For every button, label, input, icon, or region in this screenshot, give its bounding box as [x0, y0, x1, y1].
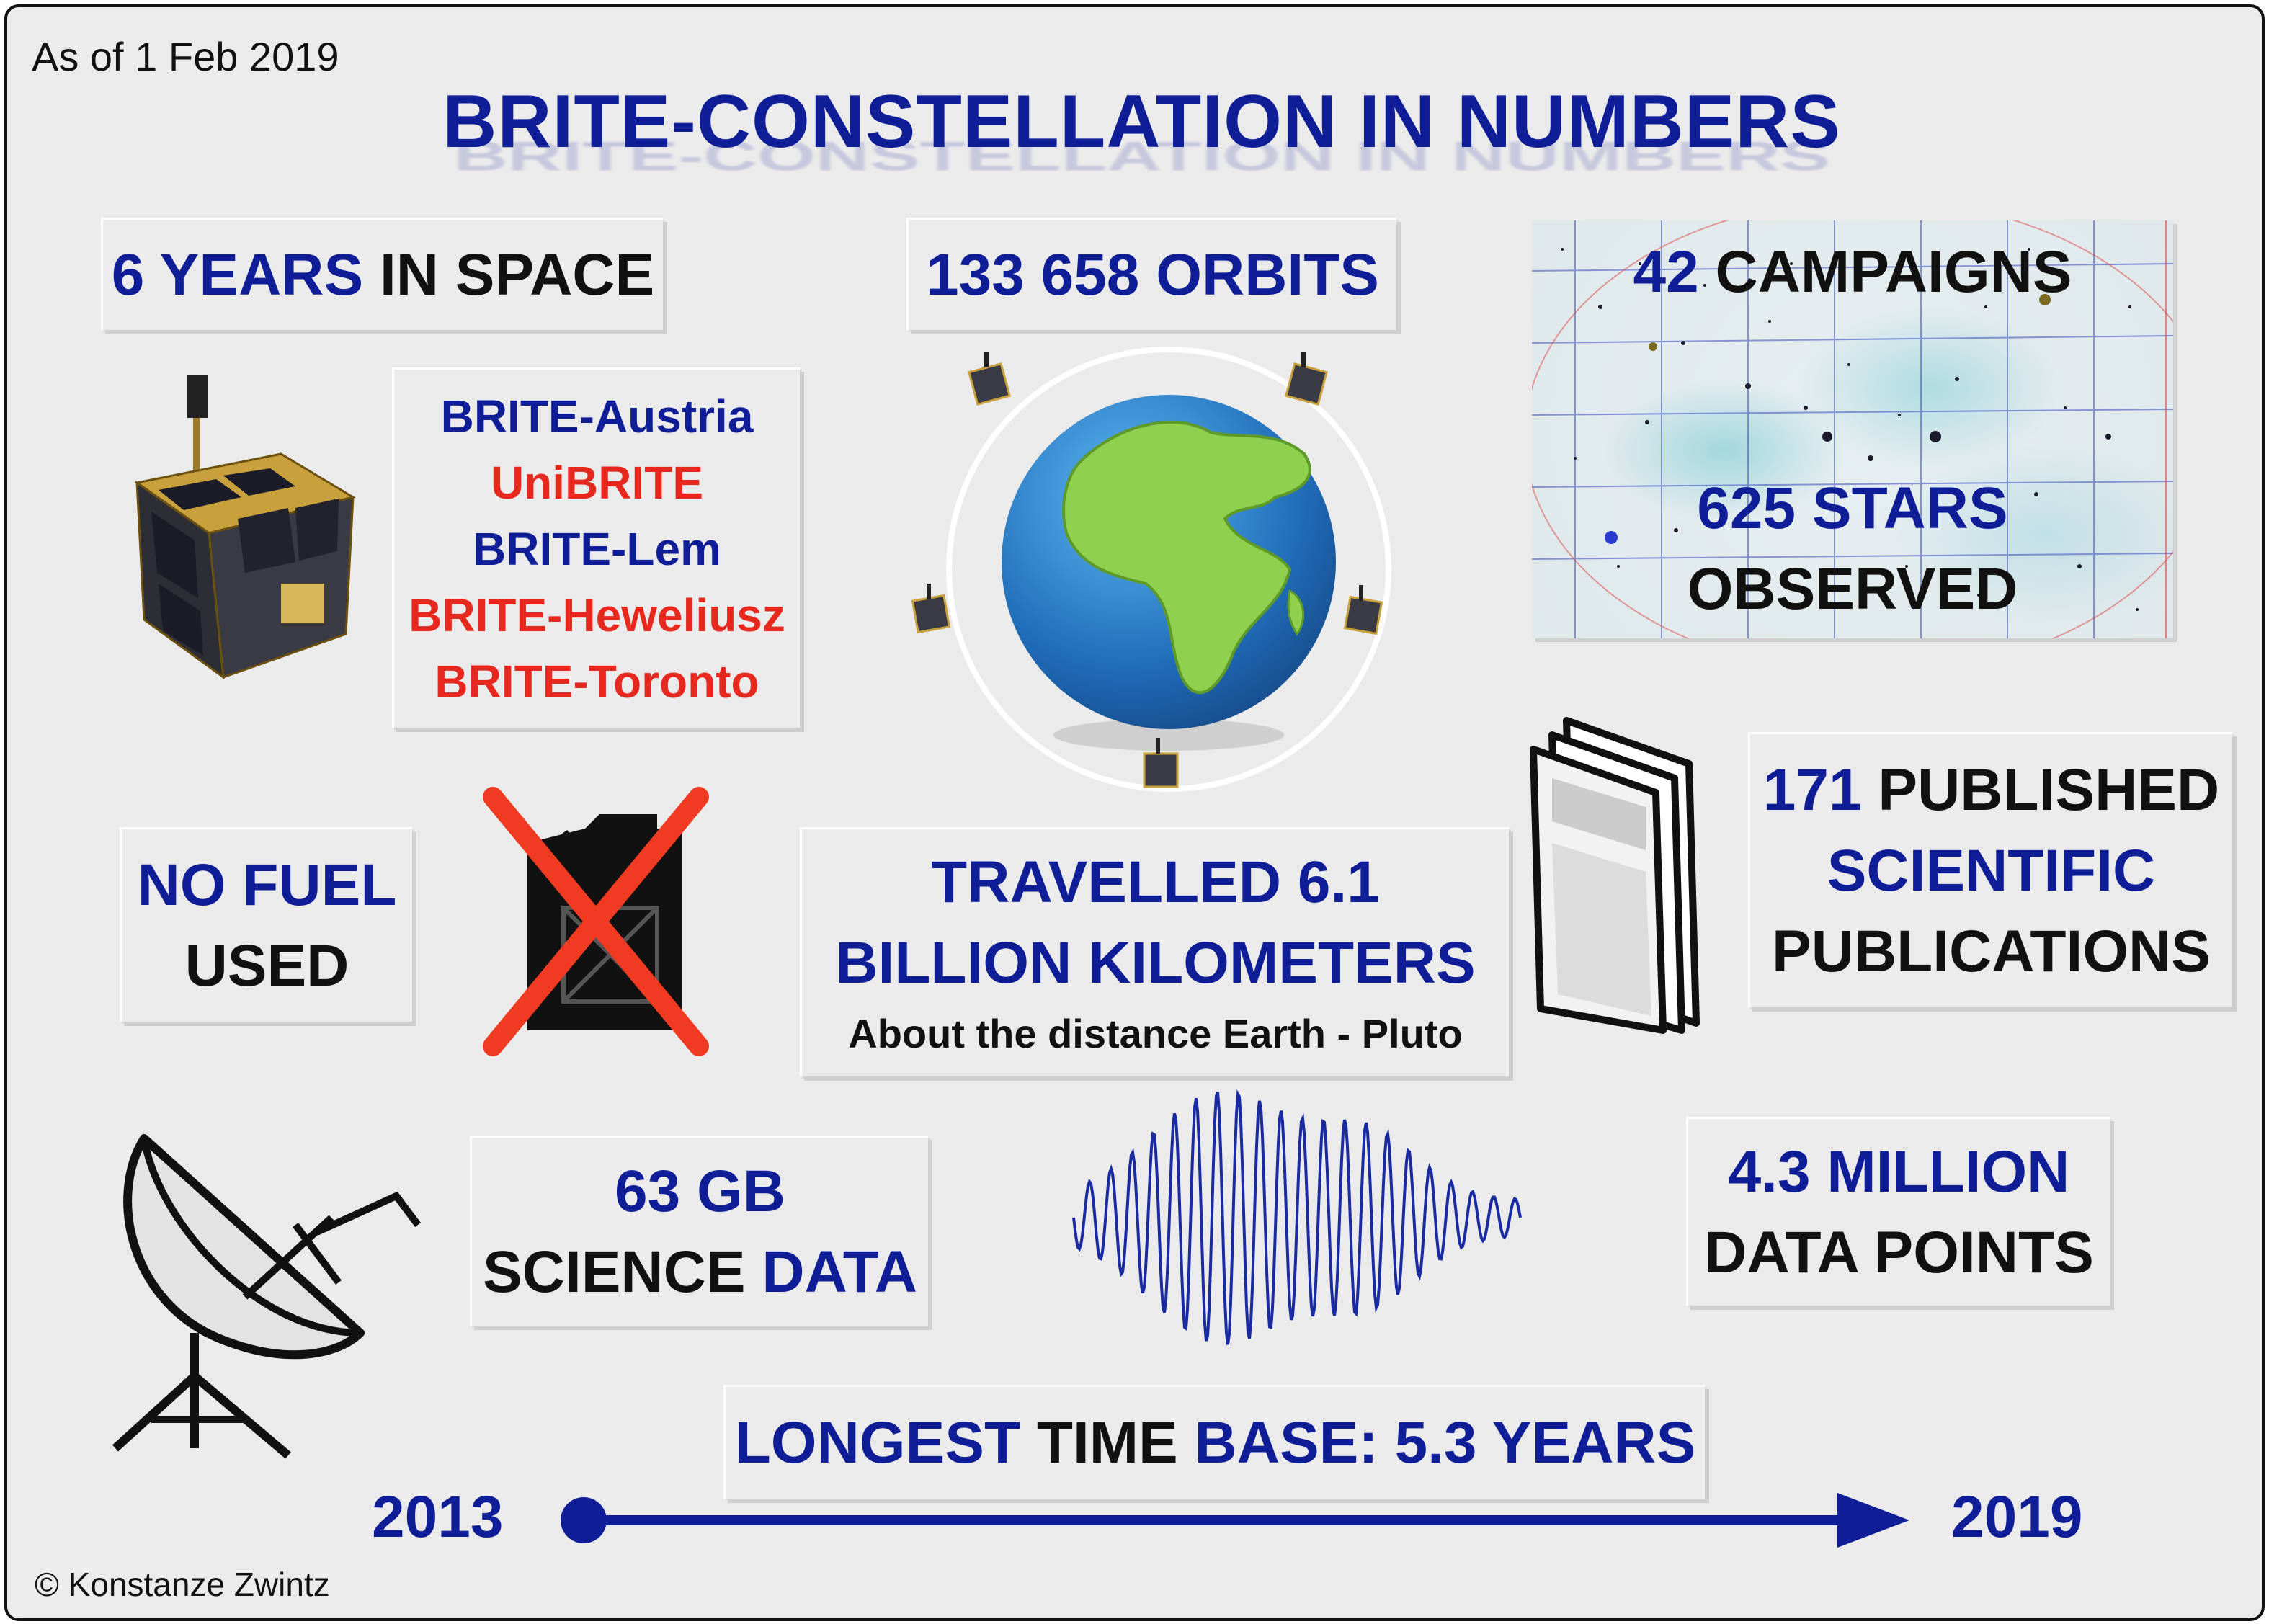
orbits-label: 133 658 ORBITS [926, 241, 1379, 308]
infographic-frame: As of 1 Feb 2019 BRITE-CONSTELLATION IN … [4, 4, 2265, 1621]
satellite-name: BRITE-Heweliusz [409, 589, 785, 641]
orbits-box: 133 658 ORBITS [906, 218, 1396, 330]
satellite-name: BRITE-Toronto [434, 655, 759, 708]
stacked-papers-icon [1530, 717, 1700, 1034]
satellite-dish-icon [112, 1134, 421, 1459]
publications-published: PUBLISHED [1878, 757, 2220, 823]
timebase-box: LONGEST TIME BASE: 5.3 YEARS [723, 1385, 1705, 1499]
years-in-space-box: 6 YEARS IN SPACE [101, 218, 663, 330]
oscillation-signal-icon [1072, 1089, 1522, 1345]
timeline-start-year: 2013 [372, 1484, 504, 1550]
campaigns-number: 42 [1633, 239, 1699, 305]
orbiting-satellite [1143, 738, 1179, 788]
satellite-name: BRITE-Austria [440, 390, 754, 442]
satellite-names-box: BRITE-Austria UniBRITE BRITE-Lem BRITE-H… [392, 367, 800, 728]
data-volume-amount: 63 GB [615, 1158, 785, 1224]
page-title: BRITE-CONSTELLATION IN NUMBERS [442, 80, 1841, 164]
satellite-name: BRITE-Lem [473, 522, 721, 575]
distance-box: TRAVELLED 6.1 BILLION KILOMETERS About t… [800, 827, 1509, 1076]
distance-line2: BILLION KILOMETERS [835, 929, 1476, 996]
as-of-date: As of 1 Feb 2019 [32, 34, 339, 79]
timeline-end-year: 2019 [1951, 1484, 2083, 1550]
star-field-image [1532, 220, 2173, 638]
title-reflection: BRITE-CONSTELLATION IN NUMBERS [453, 133, 1830, 180]
timeline-arrow [561, 1493, 1909, 1548]
publications-label: PUBLICATIONS [1772, 918, 2211, 984]
no-fuel-label: NO FUEL [137, 852, 397, 918]
campaigns-text: CAMPAIGNS [1715, 239, 2072, 305]
timebase-longest: LONGEST [734, 1409, 1021, 1476]
orbit-ring [946, 347, 1391, 792]
years-label: IN SPACE [380, 241, 655, 308]
satellite-name: UniBRITE [490, 456, 704, 509]
copyright-note: © Konstanze Zwintz [35, 1566, 330, 1603]
fuel-used-label: USED [184, 932, 349, 999]
no-fuel-box: NO FUEL USED [120, 827, 412, 1022]
stars-count: 625 STARS [1697, 476, 2008, 541]
earth-orbit-graphic [911, 347, 1391, 792]
campaigns-label: 42 CAMPAIGNS [1532, 232, 2173, 313]
data-volume-science: SCIENCE [483, 1239, 746, 1305]
star-chart-graphic [1532, 220, 2173, 638]
fuel-canister-crossed-icon [483, 787, 709, 1056]
data-points-amount: 4.3 MILLION [1728, 1138, 2070, 1205]
data-points-label: DATA POINTS [1704, 1219, 2094, 1285]
orbiting-satellite [967, 352, 1012, 406]
data-volume-box: 63 GB SCIENCE DATA [470, 1136, 928, 1326]
years-number: 6 YEARS [111, 241, 364, 308]
data-volume-data: DATA [762, 1239, 917, 1305]
timebase-time: TIME [1036, 1409, 1178, 1476]
arrow-head-icon [1837, 1493, 1909, 1548]
orbiting-satellite [1343, 585, 1383, 635]
cubesat-satellite-icon [134, 375, 356, 680]
data-points-box: 4.3 MILLION DATA POINTS [1686, 1117, 2110, 1306]
publications-number: 171 [1762, 757, 1862, 823]
stars-observed: OBSERVED [1687, 556, 2018, 622]
publications-scientific: SCIENTIFIC [1827, 837, 2156, 904]
timebase-value: BASE: 5.3 YEARS [1194, 1409, 1696, 1476]
distance-subtitle: About the distance Earth - Pluto [848, 1010, 1463, 1056]
orbiting-satellite [1284, 352, 1329, 406]
orbiting-satellite [911, 584, 951, 634]
distance-line1: TRAVELLED 6.1 [931, 849, 1380, 915]
publications-box: 171 PUBLISHED SCIENTIFIC PUBLICATIONS [1748, 732, 2232, 1007]
